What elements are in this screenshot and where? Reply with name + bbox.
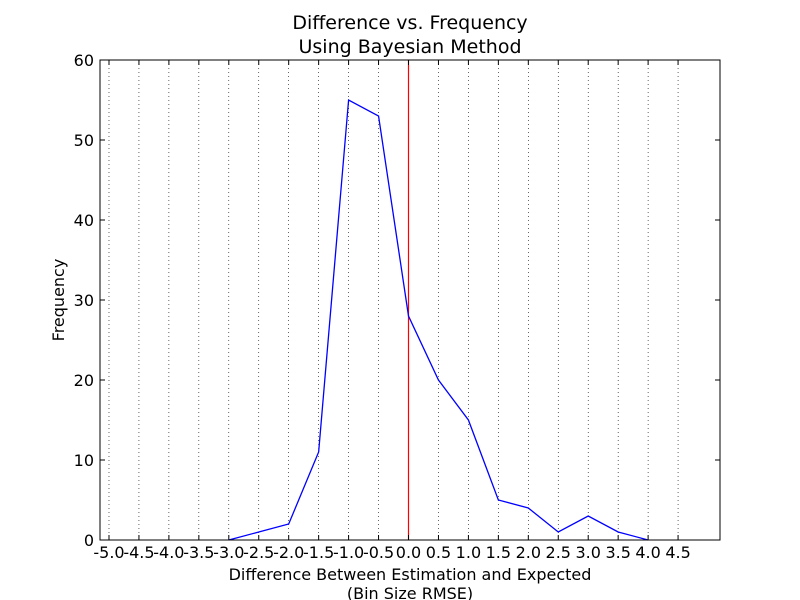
x-tick-labels: -5.0-4.5-4.0-3.5-3.0-2.5-2.0-1.5-1.0-0.5… xyxy=(93,543,690,562)
y-tick-label: 10 xyxy=(74,451,94,470)
x-tick-label: 3.0 xyxy=(575,543,600,562)
x-tick-label: 0.0 xyxy=(396,543,421,562)
chart-title: Difference vs. Frequency Using Bayesian … xyxy=(292,12,527,58)
chart-title-line-1: Difference vs. Frequency xyxy=(292,12,527,34)
x-tick-label: 2.5 xyxy=(546,543,571,562)
x-tick-label: 3.5 xyxy=(605,543,630,562)
x-tick-label: -4.5 xyxy=(123,543,154,562)
x-tick-label: 2.0 xyxy=(516,543,541,562)
y-axis-label: Frequency xyxy=(49,259,68,342)
x-tick-label: -2.5 xyxy=(243,543,274,562)
x-tick-label: -0.5 xyxy=(363,543,394,562)
y-tick-label: 0 xyxy=(84,531,94,550)
x-tick-label: -2.0 xyxy=(273,543,304,562)
y-tick-label: 60 xyxy=(74,51,94,70)
x-axis-label: Difference Between Estimation and Expect… xyxy=(229,565,592,600)
y-tick-label: 40 xyxy=(74,211,94,230)
x-tick-label: 1.5 xyxy=(486,543,511,562)
x-tick-label: -4.0 xyxy=(153,543,184,562)
x-tick-label: -1.5 xyxy=(303,543,334,562)
x-tick-label: 4.0 xyxy=(635,543,660,562)
x-tick-label: -5.0 xyxy=(93,543,124,562)
x-tick-label: -3.0 xyxy=(213,543,244,562)
x-axis-label-line-2: (Bin Size RMSE) xyxy=(347,584,473,600)
x-tick-label: 1.0 xyxy=(456,543,481,562)
x-tick-label: 4.5 xyxy=(665,543,690,562)
x-tick-label: 0.5 xyxy=(426,543,451,562)
grid-lines xyxy=(108,60,679,540)
x-tick-label: -1.0 xyxy=(333,543,364,562)
x-tick-label: -3.5 xyxy=(183,543,214,562)
y-tick-label: 50 xyxy=(74,131,94,150)
axis-ticks xyxy=(100,59,720,541)
x-axis-label-line-1: Difference Between Estimation and Expect… xyxy=(229,565,592,584)
plot-area-frame xyxy=(99,59,721,541)
y-tick-labels: 0 10 20 30 40 50 60 xyxy=(74,51,94,550)
chart-title-line-2: Using Bayesian Method xyxy=(299,36,522,58)
y-tick-label: 30 xyxy=(74,291,94,310)
y-tick-label: 20 xyxy=(74,371,94,390)
